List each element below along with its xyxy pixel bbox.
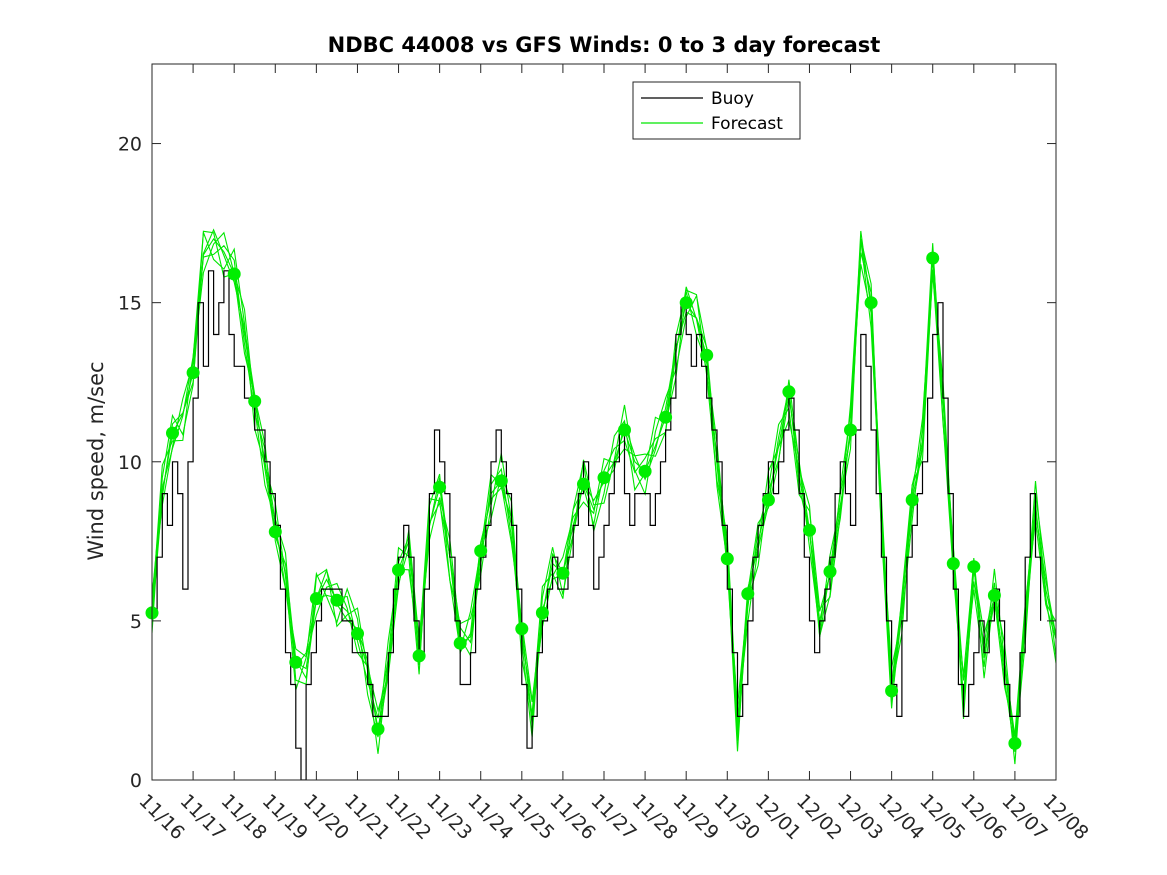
forecast-marker — [494, 474, 508, 488]
forecast-marker — [289, 655, 303, 669]
legend-box — [632, 81, 801, 140]
y-tick-label: 15 — [118, 293, 142, 315]
forecast-marker — [741, 587, 755, 601]
forecast-marker — [905, 493, 919, 507]
forecast-marker — [987, 588, 1001, 602]
forecast-marker — [268, 525, 282, 539]
forecast-run-line — [152, 230, 1056, 754]
forecast-marker — [474, 544, 488, 558]
forecast-marker — [392, 563, 405, 577]
forecast-marker — [679, 296, 693, 310]
forecast-marker — [351, 627, 364, 641]
forecast-marker — [864, 296, 878, 310]
forecast-marker — [1008, 736, 1022, 750]
forecast-marker — [535, 606, 549, 620]
buoy-series — [152, 270, 1042, 780]
forecast-marker — [803, 523, 816, 537]
y-tick-label: 20 — [118, 134, 142, 156]
forecast-marker — [248, 394, 262, 408]
forecast-marker — [618, 423, 631, 437]
forecast-marker — [885, 684, 899, 698]
forecast-marker — [926, 251, 940, 265]
legend: Buoy Forecast — [632, 81, 801, 140]
forecast-marker — [556, 566, 570, 580]
forecast-marker — [371, 722, 385, 736]
y-axis-label: Wind speed, m/sec — [84, 361, 108, 560]
forecast-marker — [186, 366, 200, 380]
forecast-marker — [577, 477, 590, 491]
forecast-marker — [782, 385, 796, 399]
y-tick-label: 10 — [118, 452, 142, 474]
forecast-marker — [659, 410, 673, 424]
y-axis: 0 5 10 15 20 — [118, 134, 1056, 792]
forecast-marker — [761, 493, 775, 507]
forecast-marker — [330, 593, 344, 607]
forecast-marker — [453, 636, 467, 650]
legend-buoy-label: Buoy — [711, 89, 754, 109]
buoy-line — [152, 270, 1042, 780]
forecast-marker — [433, 480, 447, 494]
forecast-marker — [638, 464, 652, 478]
y-tick-label: 5 — [130, 611, 142, 633]
legend-forecast-label: Forecast — [711, 114, 783, 134]
forecast-marker — [720, 552, 734, 566]
forecast-marker — [166, 426, 179, 440]
forecast-marker — [967, 560, 981, 574]
chart-title: NDBC 44008 vs GFS Winds: 0 to 3 day fore… — [328, 33, 881, 57]
y-tick-label: 0 — [130, 770, 142, 792]
forecast-marker — [823, 565, 837, 579]
forecast-marker — [844, 423, 857, 437]
forecast-marker — [309, 592, 323, 606]
forecast-marker — [597, 471, 611, 485]
forecast-marker — [412, 649, 426, 663]
forecast-marker — [515, 622, 529, 636]
forecast-marker — [946, 557, 960, 571]
forecast-run-line — [152, 231, 1056, 752]
forecast-marker — [227, 267, 241, 281]
forecast-marker — [700, 348, 714, 362]
forecast-markers — [145, 251, 1022, 750]
